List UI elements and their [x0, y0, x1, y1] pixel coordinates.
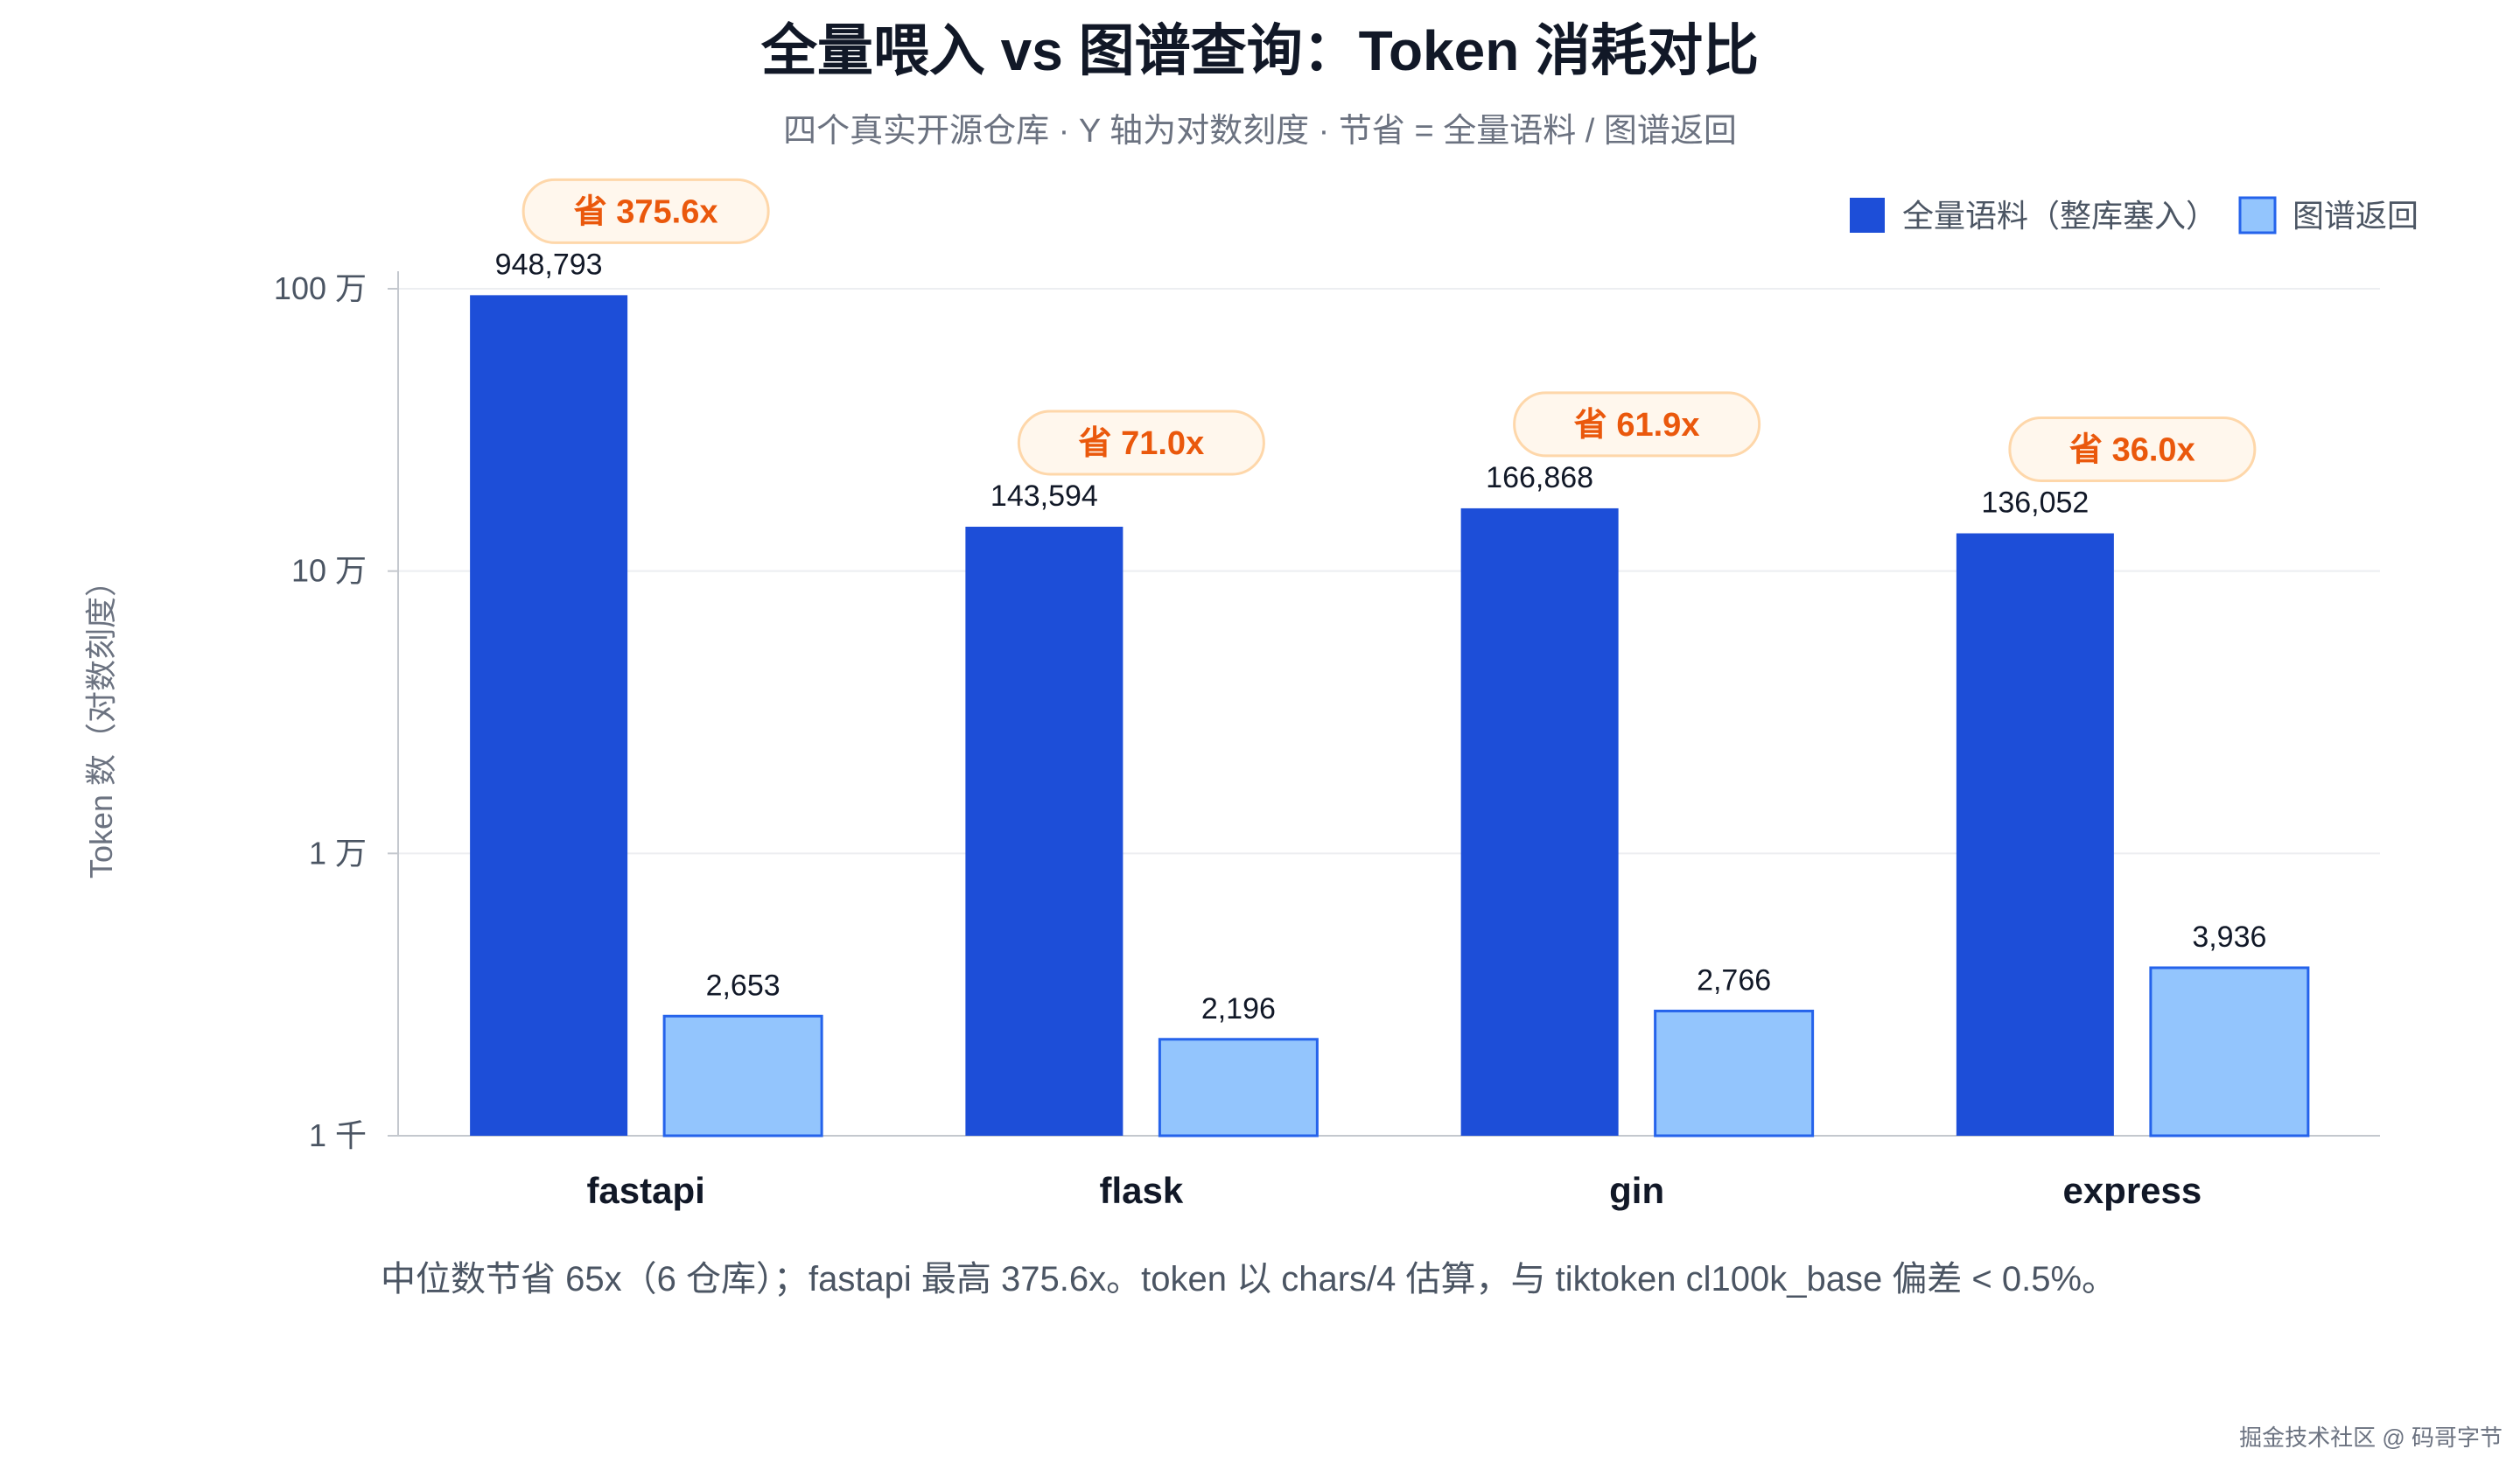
x-tick-label: gin: [1609, 1170, 1664, 1211]
bar-graph-return-gin: [1654, 1009, 1815, 1138]
x-tick-label: flask: [1100, 1170, 1184, 1211]
y-tick-label: 1 万: [309, 835, 367, 871]
bar-value-label: 948,793: [495, 248, 603, 281]
chart-axes: 1 千 1 万 10 万 100 万 fastapi flask gin express: [274, 270, 2380, 1211]
chart-footnote: 中位数节省 65x（6 仓库）；fastapi 最高 375.6x。token …: [381, 1260, 2117, 1298]
chart-bars: [470, 295, 2310, 1138]
legend-label: 全量语料（整库塞入）: [1902, 198, 2217, 234]
savings-badge: [2008, 416, 2257, 483]
bar-full-corpus-gin: [1460, 508, 1619, 1136]
y-tick-label: 1 千: [309, 1117, 367, 1153]
savings-badge: [1513, 391, 1761, 458]
savings-badge-text: 省 36.0x: [2069, 432, 2195, 469]
bar-graph-return-express: [2149, 966, 2310, 1138]
chart-legend: 全量语料（整库塞入） 图谱返回: [1850, 196, 2418, 234]
y-tick-label: 100 万: [274, 270, 367, 306]
chart-subtitle: 四个真实开源仓库 · Y 轴为对数刻度 · 节省 = 全量语料 / 图谱返回: [783, 113, 1737, 150]
savings-badge-text: 省 71.0x: [1079, 425, 1205, 462]
bar-full-corpus-express: [1956, 533, 2114, 1136]
bar-full-corpus-flask: [965, 526, 1124, 1136]
bar-value-label: 2,766: [1697, 963, 1771, 997]
bar-value-label: 3,936: [2192, 920, 2266, 954]
bar-value-label: 166,868: [1486, 461, 1593, 494]
savings-badge-text: 省 375.6x: [574, 193, 718, 230]
bar-value-label: 2,196: [1201, 992, 1276, 1026]
y-tick-label: 10 万: [291, 553, 367, 589]
bar-graph-return-flask: [1158, 1038, 1319, 1138]
savings-badge-text: 省 61.9x: [1574, 407, 1700, 444]
x-tick-label: fastapi: [586, 1170, 704, 1211]
y-axis-label: Token 数（对数刻度）: [83, 565, 119, 878]
legend-label: 图谱返回: [2292, 198, 2418, 234]
watermark: 掘金技术社区 @ 码哥字节: [2239, 1424, 2502, 1451]
savings-badges: 省 375.6x 省 71.0x 省 61.9x 省 36.0x: [522, 178, 2257, 483]
bar-full-corpus-fastapi: [470, 295, 628, 1137]
savings-badge: [1017, 410, 1265, 476]
bar-value-label: 143,594: [990, 480, 1098, 513]
savings-badge: [522, 178, 770, 244]
bar-value-label: 2,653: [706, 969, 780, 1002]
bar-value-labels: 948,793 2,653 143,594 2,196 166,868 2,766 136,…: [495, 248, 2267, 1025]
legend-swatch: [2238, 196, 2277, 234]
x-tick-label: express: [2062, 1170, 2202, 1211]
chart-title: 全量喂入 vs 图谱查询：Token 消耗对比: [760, 19, 1759, 82]
legend-swatch: [1850, 198, 1885, 233]
bar-value-label: 136,052: [1981, 486, 2089, 520]
bar-graph-return-fastapi: [662, 1014, 823, 1138]
